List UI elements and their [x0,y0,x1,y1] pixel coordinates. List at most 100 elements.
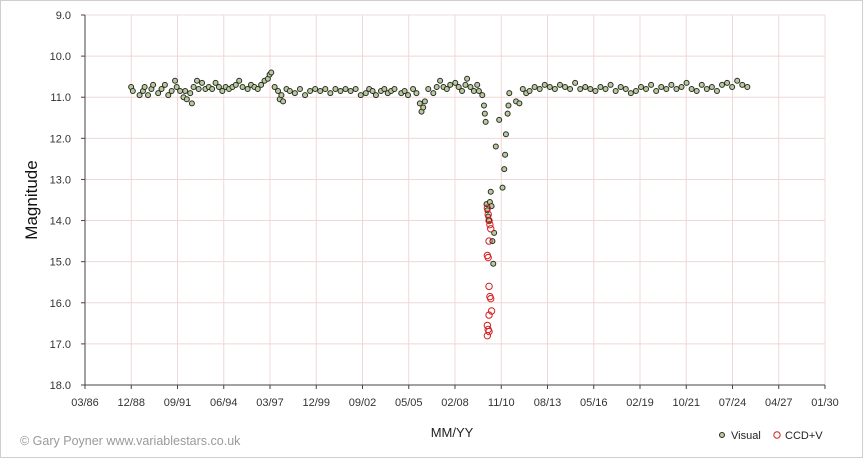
visual-point [567,86,574,92]
x-tick-label: 04/27 [765,397,793,409]
visual-point [698,81,705,88]
ccdv-point [484,253,492,262]
visual-point [501,166,508,173]
visual-point [413,90,420,97]
visual-point [546,83,553,90]
visual-point [470,88,477,95]
x-tick-label: 09/02 [349,397,377,409]
y-tick-label: 14.0 [50,216,71,228]
visual-point [421,98,428,105]
visual-point [443,86,450,92]
x-tick-label: 02/08 [441,397,469,409]
y-tick-label: 16.0 [50,298,71,310]
visual-point [357,92,364,99]
visual-point [688,86,695,92]
visual-point [188,100,195,107]
visual-point [683,79,690,86]
visual-point [648,81,655,88]
ccdv-point [486,220,494,229]
visual-point [658,83,665,90]
visual-point [673,86,680,92]
visual-point [531,83,538,90]
visual-point [541,81,548,88]
visual-point [713,88,720,95]
visual-point [145,92,152,99]
visual-point [420,104,427,111]
visual-point [296,86,303,92]
y-axis-title: Magnitude [22,160,41,239]
visual-point [612,88,619,95]
visual-point [391,86,398,92]
visual-point [381,86,388,92]
visual-point [597,83,604,90]
visual-point [744,83,751,90]
visual-point [490,260,497,267]
ccdv-point [485,237,493,245]
visual-point [479,92,486,99]
visual-point [504,110,511,117]
visual-point [291,90,298,97]
visual-point [643,86,650,92]
visual-point [129,88,136,95]
visual-point [536,86,543,92]
visual-point [668,81,675,88]
visual-point [632,88,639,95]
visual-point [275,88,282,95]
visual-point [526,88,533,95]
visual-point [582,83,589,90]
visual-point [173,83,180,90]
visual-point [219,88,226,95]
visual-point [617,83,624,90]
visual-point [587,86,594,92]
visual-point [236,77,243,84]
visual-point [190,83,197,90]
visual-point [519,86,526,92]
x-tick-label: 09/91 [164,397,192,409]
x-tick-label: 08/13 [534,397,562,409]
legend-label-ccdv: CCD+V [785,430,823,442]
visual-point [239,83,246,90]
visual-point [480,102,487,109]
visual-point [556,81,563,88]
visual-point [622,86,629,92]
visual-point [729,83,736,90]
visual-point [719,81,726,88]
visual-point [475,88,482,95]
visual-point [342,86,349,92]
visual-point [724,79,731,86]
visual-point [322,86,329,92]
visual-point [739,81,746,88]
x-tick-label: 07/24 [719,397,747,409]
ccdv-point [485,282,493,291]
visual-point [577,86,584,92]
visual-point [317,88,324,95]
visual-point [232,81,239,88]
visual-point [155,90,162,97]
visual-point [347,88,354,95]
visual-point [209,86,216,92]
visual-point [663,86,670,92]
visual-point [254,86,261,92]
visual-point [607,81,614,88]
visual-point [572,79,579,86]
x-axis-title: MM/YY [431,425,474,440]
y-tick-label: 15.0 [50,257,71,269]
visual-point [161,81,168,88]
visual-point [637,83,644,90]
y-tick-label: 11.0 [50,92,71,104]
visual-point [177,88,184,95]
visual-point [410,86,417,92]
ccdv-point [485,216,493,225]
visual-point [136,92,143,99]
y-tick-label: 10.0 [50,51,71,63]
visual-point [416,100,423,107]
visual-point [516,100,523,107]
visual-point [487,188,494,195]
visual-point [332,86,339,92]
visual-point [280,98,287,105]
visual-point [502,151,509,158]
visual-point [271,83,278,90]
ccdv-point [483,331,492,340]
visual-point [464,75,471,82]
data-points [128,69,751,340]
